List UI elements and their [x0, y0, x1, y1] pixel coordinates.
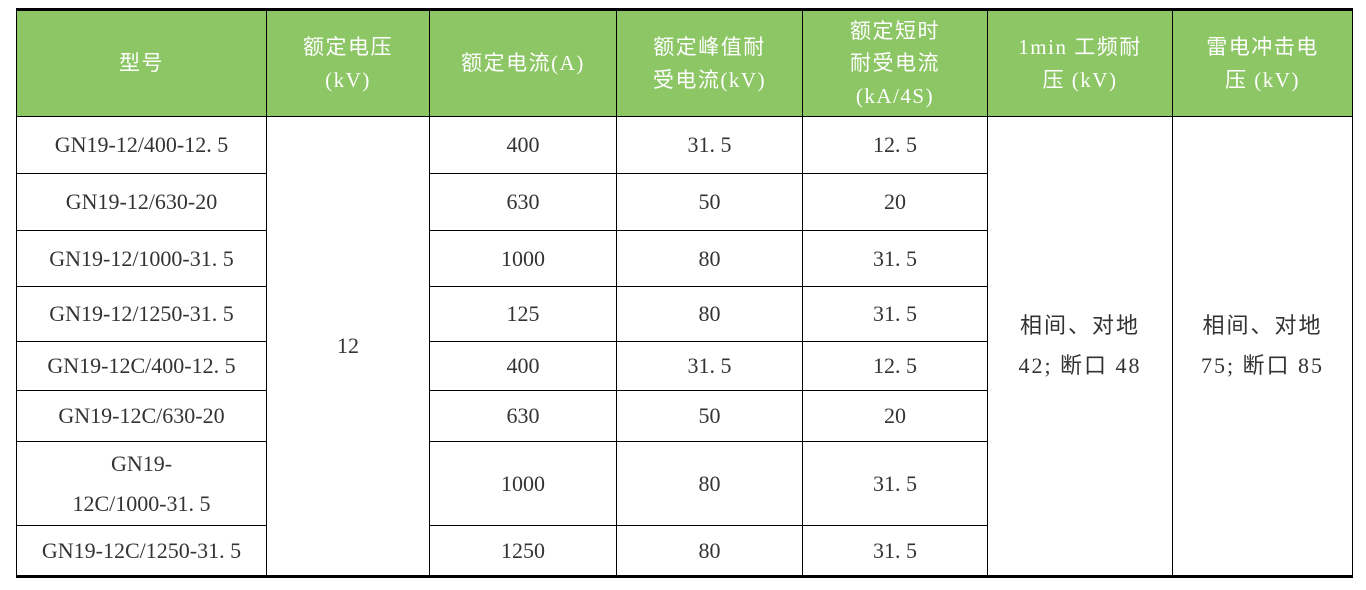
header-lightning-impulse: 雷电冲击电 压 (kV): [1172, 9, 1353, 117]
short-time-cell: 20: [802, 173, 988, 231]
current-cell: 630: [429, 390, 617, 442]
short-time-cell: 31. 5: [802, 230, 988, 287]
peak-cell: 80: [616, 230, 803, 287]
model-cell: GN19-12C/630-20: [16, 390, 267, 442]
peak-cell: 31. 5: [616, 341, 803, 391]
short-time-cell: 31. 5: [802, 286, 988, 342]
short-time-cell: 31. 5: [802, 441, 988, 526]
short-time-cell: 31. 5: [802, 525, 988, 577]
peak-cell: 80: [616, 525, 803, 577]
spec-sheet: 型号 额定电压 (kV) 额定电流(A) 额定峰值耐 受电流(kV) 额定短时 …: [16, 8, 1353, 578]
header-rated-current: 额定电流(A): [429, 9, 617, 117]
current-cell: 400: [429, 116, 617, 174]
model-cell: GN19- 12C/1000-31. 5: [16, 441, 267, 526]
current-cell: 630: [429, 173, 617, 231]
peak-cell: 80: [616, 441, 803, 526]
lightning-impulse-merged-cell: 相间、对地 75; 断口 85: [1172, 116, 1353, 577]
header-rated-voltage: 额定电压 (kV): [266, 9, 430, 117]
table-row: GN19-12C/630-20 630 50 20: [16, 390, 1353, 442]
spec-table: 型号 额定电压 (kV) 额定电流(A) 额定峰值耐 受电流(kV) 额定短时 …: [16, 8, 1353, 578]
model-cell: GN19-12/400-12. 5: [16, 116, 267, 174]
current-cell: 1000: [429, 230, 617, 287]
short-time-cell: 20: [802, 390, 988, 442]
header-short-time-withstand-current: 额定短时 耐受电流 (kA/4S): [802, 9, 988, 117]
current-cell: 125: [429, 286, 617, 342]
table-row: GN19-12C/1250-31. 5 1250 80 31. 5: [16, 525, 1353, 577]
rated-voltage-merged-cell: 12: [266, 116, 430, 577]
short-time-cell: 12. 5: [802, 341, 988, 391]
peak-cell: 31. 5: [616, 116, 803, 174]
model-cell: GN19-12/1000-31. 5: [16, 230, 267, 287]
power-frequency-merged-cell: 相间、对地 42; 断口 48: [987, 116, 1173, 577]
model-cell: GN19-12/630-20: [16, 173, 267, 231]
peak-cell: 50: [616, 390, 803, 442]
current-cell: 400: [429, 341, 617, 391]
header-peak-withstand-current: 额定峰值耐 受电流(kV): [616, 9, 803, 117]
current-cell: 1250: [429, 525, 617, 577]
table-row: GN19-12C/400-12. 5 400 31. 5 12. 5: [16, 341, 1353, 391]
header-model: 型号: [16, 9, 267, 117]
table-row: GN19-12/630-20 630 50 20: [16, 173, 1353, 231]
model-cell: GN19-12C/1250-31. 5: [16, 525, 267, 577]
table-row: GN19-12/1250-31. 5 125 80 31. 5: [16, 286, 1353, 342]
table-row: GN19-12/1000-31. 5 1000 80 31. 5: [16, 230, 1353, 287]
current-cell: 1000: [429, 441, 617, 526]
short-time-cell: 12. 5: [802, 116, 988, 174]
header-power-frequency-withstand: 1min 工频耐 压 (kV): [987, 9, 1173, 117]
model-cell: GN19-12/1250-31. 5: [16, 286, 267, 342]
header-row: 型号 额定电压 (kV) 额定电流(A) 额定峰值耐 受电流(kV) 额定短时 …: [16, 9, 1353, 117]
table-row: GN19- 12C/1000-31. 5 1000 80 31. 5: [16, 441, 1353, 526]
peak-cell: 80: [616, 286, 803, 342]
model-cell: GN19-12C/400-12. 5: [16, 341, 267, 391]
peak-cell: 50: [616, 173, 803, 231]
table-row: GN19-12/400-12. 5 12 400 31. 5 12. 5 相间、…: [16, 116, 1353, 577]
